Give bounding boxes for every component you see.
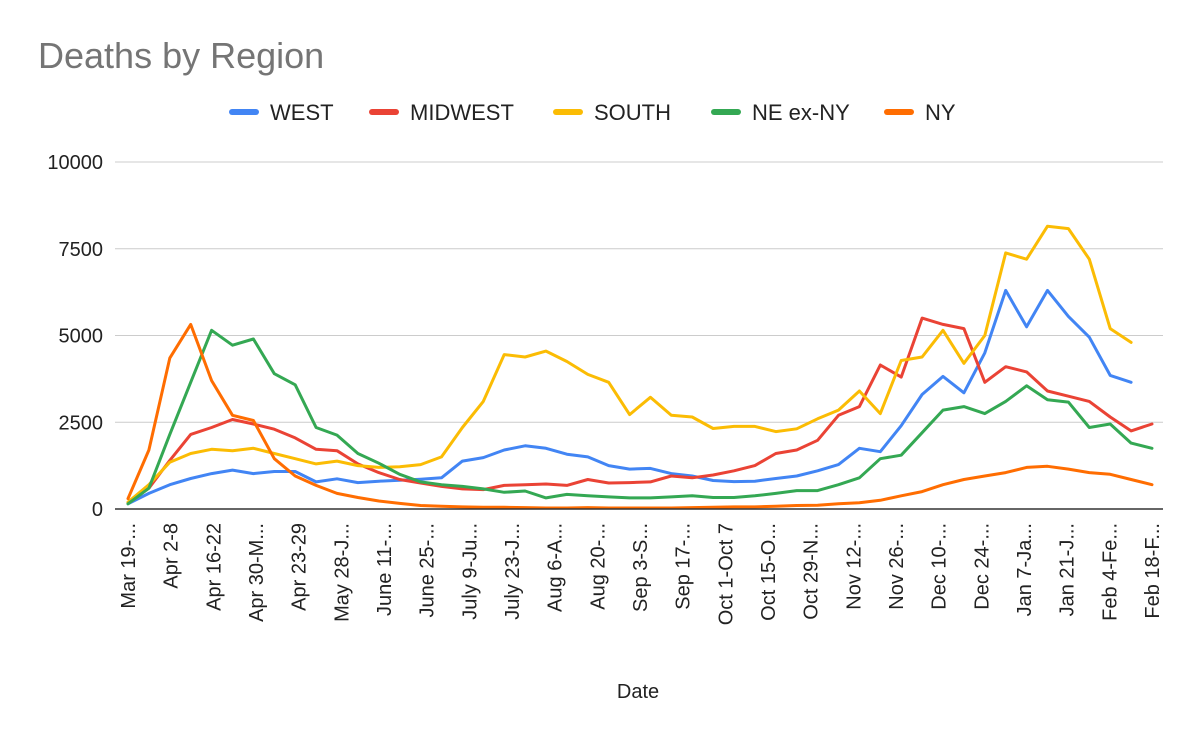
- y-tick-label: 0: [92, 499, 103, 521]
- legend-item-midwest: MIDWEST: [369, 100, 514, 125]
- x-axis-ticks: Mar 19-... Apr 2-8 Apr 16-22 Apr 30-M... Apr…: [118, 523, 1164, 625]
- series-line-south: [126, 224, 1133, 504]
- x-axis-title: Date: [617, 681, 659, 703]
- x-tick-label: Nov 26-...: [886, 523, 908, 610]
- y-tick-label: 5000: [59, 326, 104, 348]
- x-tick-label: Apr 16-22: [203, 523, 225, 611]
- x-tick-label: Aug 20-...: [587, 523, 609, 610]
- x-tick-label: Oct 29-N...: [801, 523, 823, 620]
- series-lines: [126, 224, 1154, 510]
- legend: WEST MIDWEST SOUTH NE ex-NY NY: [229, 100, 956, 125]
- x-tick-label: Aug 6-A...: [545, 523, 567, 612]
- series-line-ny: [126, 322, 1154, 510]
- x-tick-label: Jan 21-J...: [1057, 523, 1079, 616]
- x-tick-label: Feb 18-F...: [1142, 523, 1164, 619]
- legend-item-ne-ex-ny: NE ex-NY: [711, 100, 850, 125]
- x-tick-label: Oct 1-Oct 7: [715, 523, 737, 625]
- y-axis-ticks: 0 2500 5000 7500 10000: [47, 152, 103, 521]
- legend-label: NY: [925, 100, 956, 125]
- x-tick-label: Mar 19-...: [118, 523, 140, 609]
- x-tick-label: June 11-...: [374, 523, 396, 616]
- x-tick-label: Dec 10-...: [929, 523, 951, 610]
- x-tick-label: Sep 17-...: [673, 523, 695, 610]
- series-line-west: [126, 288, 1133, 506]
- x-tick-label: Feb 4-Fe...: [1099, 523, 1121, 621]
- x-tick-label: Oct 15-O...: [758, 523, 780, 621]
- x-tick-label: Apr 30-M...: [246, 523, 268, 622]
- x-tick-label: July 9-Ju...: [459, 523, 481, 620]
- y-tick-label: 10000: [47, 152, 103, 174]
- legend-label: MIDWEST: [410, 100, 514, 125]
- x-tick-label: Apr 2-8: [161, 523, 183, 589]
- x-tick-label: Apr 23-29: [289, 523, 311, 611]
- legend-item-ny: NY: [884, 100, 956, 125]
- x-tick-label: July 23-J...: [502, 523, 524, 620]
- x-tick-label: June 25-...: [417, 523, 439, 618]
- x-tick-label: Jan 7-Ja...: [1014, 523, 1036, 616]
- chart-title: Deaths by Region: [38, 35, 324, 76]
- legend-item-west: WEST: [229, 100, 334, 125]
- legend-label: SOUTH: [594, 100, 671, 125]
- y-tick-label: 7500: [59, 239, 104, 261]
- x-tick-label: Nov 12-...: [843, 523, 865, 610]
- x-tick-label: Dec 24-...: [971, 523, 993, 610]
- legend-label: NE ex-NY: [752, 100, 850, 125]
- x-tick-label: Sep 3-S...: [630, 523, 652, 612]
- gridlines: [115, 161, 1163, 423]
- legend-label: WEST: [270, 100, 334, 125]
- series-line-ne-ex-ny: [126, 328, 1154, 506]
- legend-item-south: SOUTH: [553, 100, 671, 125]
- y-tick-label: 2500: [59, 412, 104, 434]
- x-tick-label: May 28-J...: [331, 523, 353, 622]
- series-line-midwest: [126, 316, 1154, 505]
